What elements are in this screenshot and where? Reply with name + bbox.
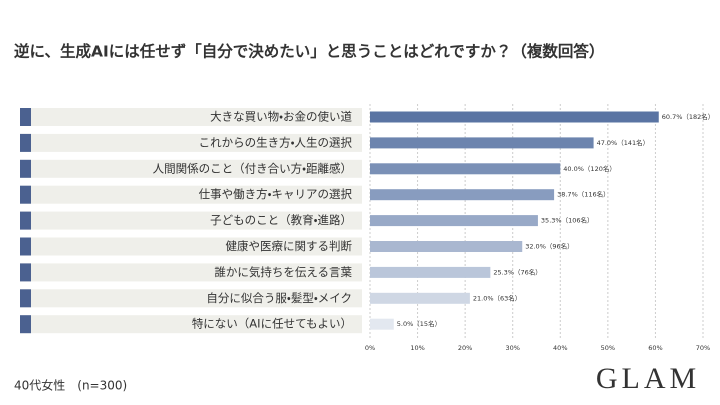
bar [370,111,659,123]
label-marker [20,315,31,334]
label-band [20,315,362,334]
label-marker [20,108,31,126]
category-label: 特にない（AIに任せてもよい） [192,317,352,331]
label-band [20,237,362,256]
value-label: 35.3%（106名） [541,216,594,225]
value-label: 21.0%（63名） [473,293,521,302]
x-tick-label: 0% [365,344,375,352]
x-tick-label: 50% [601,344,615,352]
category-label: 大きな買い物・お金の使い道 [210,110,352,124]
label-band [20,133,362,152]
brand-logo: GLAM [596,362,700,395]
bar [370,163,561,175]
value-label: 5.0%（15名） [397,319,441,328]
bar [370,215,538,227]
label-marker [20,159,31,178]
label-marker [20,133,31,152]
x-tick-label: 30% [505,344,519,352]
category-label: 誰かに気持ちを伝える言葉 [214,265,352,279]
x-tick-label: 70% [696,344,710,352]
label-band [20,211,362,230]
value-label: 38.7%（116名） [557,190,610,199]
chart-title: 逆に、生成AIには任せず「自分で決めたい」と思うことはどれですか？（複数回答） [14,42,604,61]
value-label: 40.0%（120名） [563,164,616,173]
label-marker [20,237,31,256]
value-label: 60.7%（182名） [662,112,715,121]
label-marker [20,211,31,230]
category-label: 健康や医療に関する判断 [226,239,353,253]
x-tick-label: 60% [648,344,662,352]
value-label: 25.3%（76名） [493,267,541,276]
label-band [20,263,362,282]
label-band [20,108,362,126]
category-label: 人間関係のこと（付き合い方・距離感） [153,161,352,175]
value-label: 47.0%（141名） [597,138,650,147]
value-label: 32.0%（96名） [525,242,573,251]
bar [370,241,523,252]
label-marker [20,289,31,308]
bar [370,318,394,330]
label-band [20,159,362,178]
label-marker [20,263,31,282]
category-label: 自分に似合う服・髪型・メイク [206,291,352,305]
x-tick-label: 20% [458,344,472,352]
bar [370,292,470,304]
label-band [20,185,362,204]
bar [370,137,594,149]
bar [370,189,555,201]
x-tick-label: 40% [553,344,567,352]
x-tick-label: 10% [410,344,424,352]
category-label: 子どものこと（教育・進路） [210,213,352,227]
note: 40代女性 (n=300) [14,379,127,393]
label-band [20,289,362,308]
bar [370,266,491,278]
category-label: 仕事や働き方・キャリアの選択 [199,187,353,201]
category-label: これからの生き方・人生の選択 [199,135,353,149]
label-marker [20,185,31,204]
